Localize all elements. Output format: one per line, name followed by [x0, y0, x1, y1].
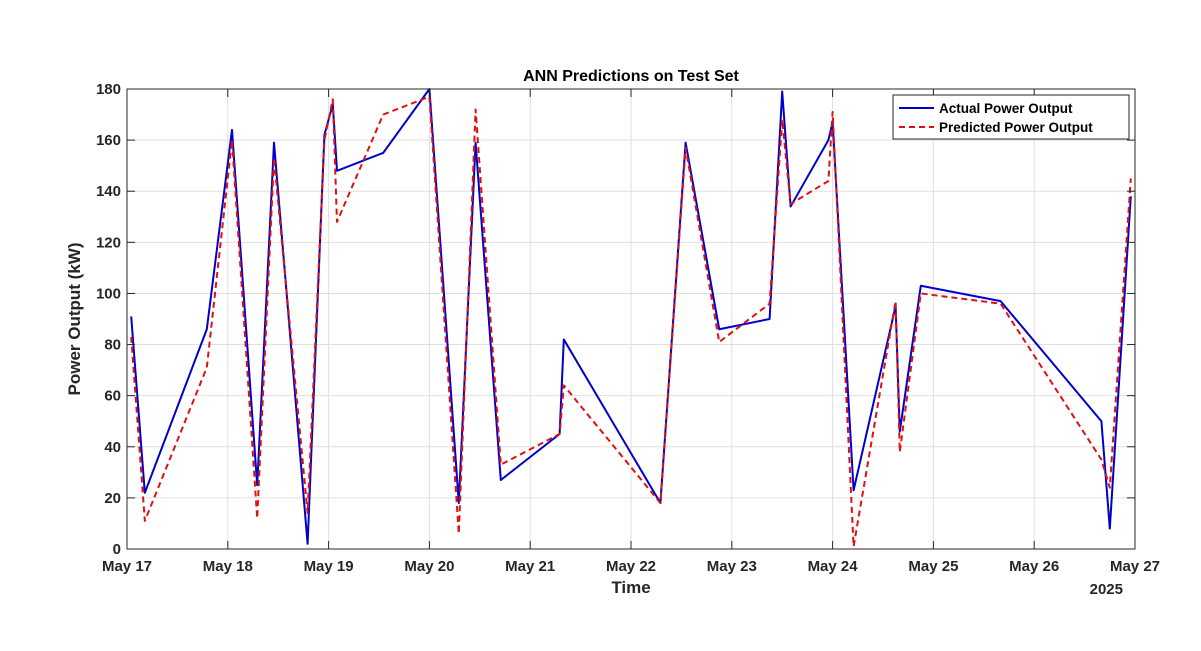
x-axis-label: Time: [611, 578, 650, 597]
tick-labels: May 17 May 18 May 19 May 20 May 21 May 22 May …: [96, 81, 1160, 575]
legend-label-actual: Actual Power Output: [939, 101, 1073, 116]
y-tick-label: 40: [104, 439, 121, 456]
y-tick-label: 80: [104, 337, 121, 354]
x-tick-label: May 27: [1110, 558, 1160, 575]
series-line-actual: [130, 88, 1132, 545]
series-line-predicted: [130, 95, 1132, 548]
y-tick-label: 160: [96, 132, 121, 149]
chart-title: ANN Predictions on Test Set: [523, 68, 739, 85]
x-tick-label: May 26: [1009, 558, 1059, 575]
y-tick-label: 140: [96, 183, 121, 200]
x-tick-label: May 21: [505, 558, 555, 575]
y-tick-label: 20: [104, 490, 121, 507]
legend-label-predicted: Predicted Power Output: [939, 120, 1093, 135]
series-lines: [130, 88, 1132, 548]
y-tick-label: 120: [96, 234, 121, 251]
x-tick-label: May 24: [808, 558, 859, 575]
legend-box: [892, 94, 1130, 140]
x-tick-label: May 20: [404, 558, 454, 575]
x-tick-label: May 25: [908, 558, 958, 575]
y-tick-label: 0: [113, 541, 121, 558]
y-axis-label: Power Output (kW): [65, 243, 84, 396]
x-tick-label: May 22: [606, 558, 656, 575]
y-tick-label: 100: [96, 285, 121, 302]
x-axis-year-label: 2025: [1090, 581, 1123, 598]
x-tick-label: May 18: [203, 558, 253, 575]
legend: Actual Power Output Predicted Power Outp…: [892, 94, 1130, 140]
x-tick-label: May 17: [102, 558, 152, 575]
y-tick-label: 180: [96, 81, 121, 98]
axis-ticks: [126, 88, 1136, 550]
x-tick-label: May 23: [707, 558, 757, 575]
x-tick-label: May 19: [304, 558, 354, 575]
y-tick-label: 60: [104, 388, 121, 405]
